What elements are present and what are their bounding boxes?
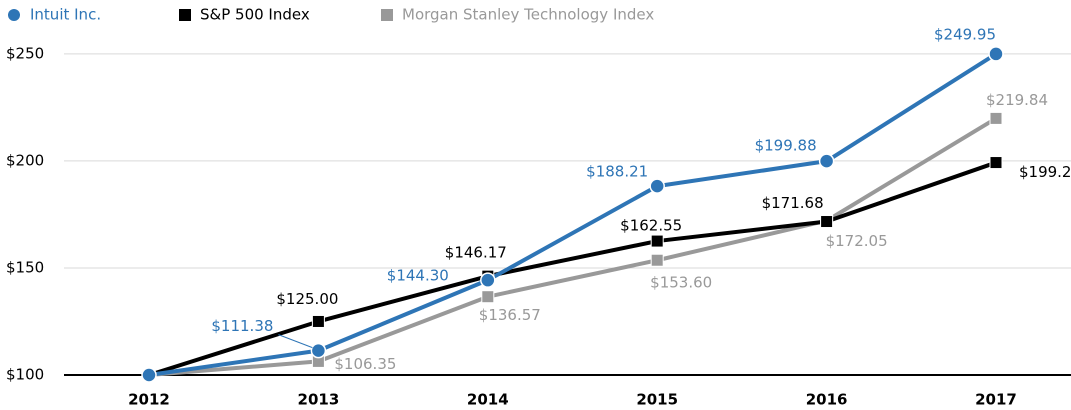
- point: [311, 314, 325, 328]
- point: [481, 290, 495, 304]
- data-label: $146.17: [445, 244, 507, 262]
- data-label: $199.88: [755, 137, 817, 155]
- legend-marker: [381, 9, 393, 21]
- data-label: $153.60: [650, 274, 712, 292]
- y-tick-label: $250: [6, 44, 44, 62]
- point: [988, 46, 1004, 62]
- data-label: $188.21: [586, 163, 648, 181]
- data-label: $136.57: [479, 306, 541, 324]
- data-label: $219.84: [986, 91, 1048, 109]
- data-label: $162.55: [620, 217, 682, 235]
- data-label: $125.00: [276, 290, 338, 308]
- data-label: $171.68: [762, 194, 824, 212]
- point: [480, 272, 496, 288]
- point: [650, 253, 664, 267]
- point: [141, 367, 157, 383]
- point: [649, 178, 665, 194]
- series-line: [148, 116, 998, 377]
- point: [818, 153, 835, 169]
- x-tick-label: 2013: [298, 391, 340, 409]
- data-label: $111.38: [211, 317, 273, 335]
- x-tick-label: 2014: [467, 391, 509, 409]
- series-line: [148, 52, 998, 377]
- data-label: $249.95: [934, 25, 996, 43]
- legend-label: Intuit Inc.: [30, 6, 101, 24]
- y-tick-label: $150: [6, 258, 44, 276]
- x-tick-label: 2016: [806, 391, 848, 409]
- point: [310, 342, 327, 359]
- series-line: [148, 160, 997, 377]
- data-label: $106.35: [334, 355, 396, 373]
- y-tick-label: $200: [6, 151, 44, 169]
- point: [820, 215, 834, 229]
- legend-marker: [179, 9, 191, 21]
- point: [989, 111, 1003, 125]
- data-label: $172.05: [826, 232, 888, 250]
- data-label: $199.22: [1019, 163, 1071, 181]
- point: [650, 234, 664, 248]
- leader-line: [278, 334, 313, 349]
- x-tick-label: 2017: [975, 391, 1017, 409]
- legend-marker: [8, 9, 20, 21]
- y-tick-label: $100: [6, 366, 44, 384]
- point: [989, 156, 1003, 170]
- x-tick-label: 2012: [128, 391, 170, 409]
- x-tick-label: 2015: [636, 391, 678, 409]
- data-label: $144.30: [387, 267, 449, 285]
- legend-label: Morgan Stanley Technology Index: [402, 6, 654, 24]
- legend-label: S&P 500 Index: [200, 6, 310, 24]
